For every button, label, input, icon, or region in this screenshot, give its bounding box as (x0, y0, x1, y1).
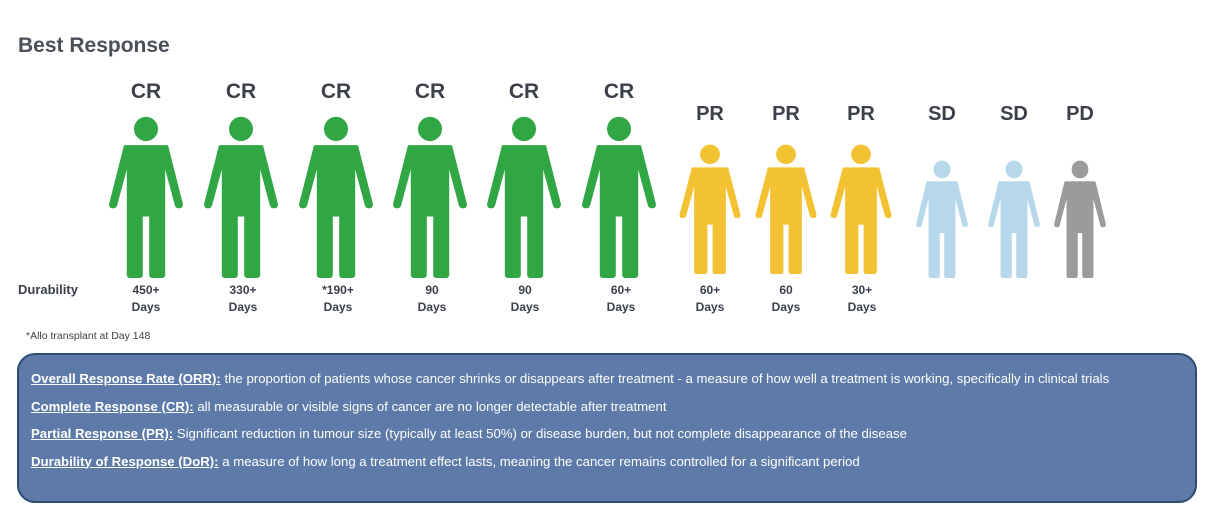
footnote: *Allo transplant at Day 148 (26, 330, 151, 342)
durability-amount: 450+ (132, 283, 160, 297)
response-label: SD (1000, 103, 1028, 125)
person-icon (299, 116, 373, 278)
durability-value: 90 Days (485, 282, 565, 316)
patient-figure: SD (914, 0, 970, 278)
person-icon (679, 144, 741, 274)
durability-amount: 60 (779, 283, 793, 297)
definition-orr: Overall Response Rate (ORR): the proport… (31, 365, 1183, 393)
response-label: CR (225, 80, 257, 103)
person-icon (582, 116, 656, 278)
definition-pr: Partial Response (PR): Significant reduc… (31, 420, 1183, 448)
durability-amount: 60+ (610, 283, 632, 297)
durability-unit: Days (771, 300, 801, 314)
patient-figure: CR (201, 0, 281, 278)
durability-amount: 60+ (699, 283, 721, 297)
patient-figure: PR (677, 0, 743, 274)
person-icon (988, 160, 1040, 278)
durability-value: 330+ Days (203, 282, 283, 316)
durability-value: 450+ Days (106, 282, 186, 316)
patient-figure: CR (106, 0, 186, 278)
definition-dor: Durability of Response (DoR): a measure … (31, 448, 1183, 476)
response-label: PR (696, 103, 724, 125)
definition-text: Significant reduction in tumour size (ty… (173, 426, 907, 441)
durability-unit: Days (131, 300, 161, 314)
patient-figure: CR (296, 0, 376, 278)
person-icon (755, 144, 817, 274)
definition-term: Complete Response (CR): (31, 398, 194, 414)
response-label: CR (603, 80, 635, 103)
response-label: PD (1066, 103, 1094, 125)
durability-value: *190+ Days (298, 282, 378, 316)
patient-figure: CR (390, 0, 470, 278)
durability-value: 60+ Days (581, 282, 661, 316)
durability-unit: Days (323, 300, 353, 314)
durability-amount: 330+ (229, 283, 257, 297)
durability-unit: Days (695, 300, 725, 314)
response-label: PR (847, 103, 875, 125)
durability-value: 60 Days (746, 282, 826, 316)
durability-amount: 30+ (851, 283, 873, 297)
patient-figure: PD (1052, 0, 1108, 278)
response-label: CR (508, 80, 540, 103)
durability-unit: Days (228, 300, 258, 314)
definition-term: Durability of Response (DoR): (31, 453, 219, 469)
durability-unit: Days (606, 300, 636, 314)
definition-text: the proportion of patients whose cancer … (220, 371, 1110, 386)
response-label: PR (772, 103, 800, 125)
durability-amount: 90 (518, 283, 532, 297)
definitions-box: Overall Response Rate (ORR): the proport… (17, 353, 1197, 503)
patient-figure: SD (986, 0, 1042, 278)
response-label: CR (130, 80, 162, 103)
definition-term: Partial Response (PR): (31, 426, 174, 441)
person-icon (109, 116, 183, 278)
durability-value: 60+ Days (670, 282, 750, 316)
durability-amount: *190+ (322, 283, 354, 297)
durability-amount: 90 (425, 283, 439, 297)
patient-figure: CR (484, 0, 564, 278)
response-label: CR (320, 80, 352, 103)
person-icon (830, 144, 892, 274)
person-icon (916, 160, 968, 278)
definition-text: all measurable or visible signs of cance… (193, 398, 667, 414)
patient-figure: PR (828, 0, 894, 274)
response-label: SD (928, 103, 956, 125)
person-icon (1054, 160, 1106, 278)
person-icon (487, 116, 561, 278)
durability-unit: Days (847, 300, 877, 314)
patient-figure: CR (579, 0, 659, 278)
page-title: Best Response (18, 34, 170, 57)
durability-unit: Days (510, 300, 540, 314)
definition-text: a measure of how long a treatment effect… (218, 453, 860, 469)
person-icon (393, 116, 467, 278)
response-label: CR (414, 80, 446, 103)
definition-cr: Complete Response (CR): all measurable o… (31, 393, 1183, 421)
person-icon (204, 116, 278, 278)
durability-label: Durability (18, 282, 78, 297)
patient-figure: PR (753, 0, 819, 274)
durability-value: 30+ Days (822, 282, 902, 316)
definition-term: Overall Response Rate (ORR): (31, 371, 221, 386)
durability-unit: Days (417, 300, 447, 314)
durability-value: 90 Days (392, 282, 472, 316)
